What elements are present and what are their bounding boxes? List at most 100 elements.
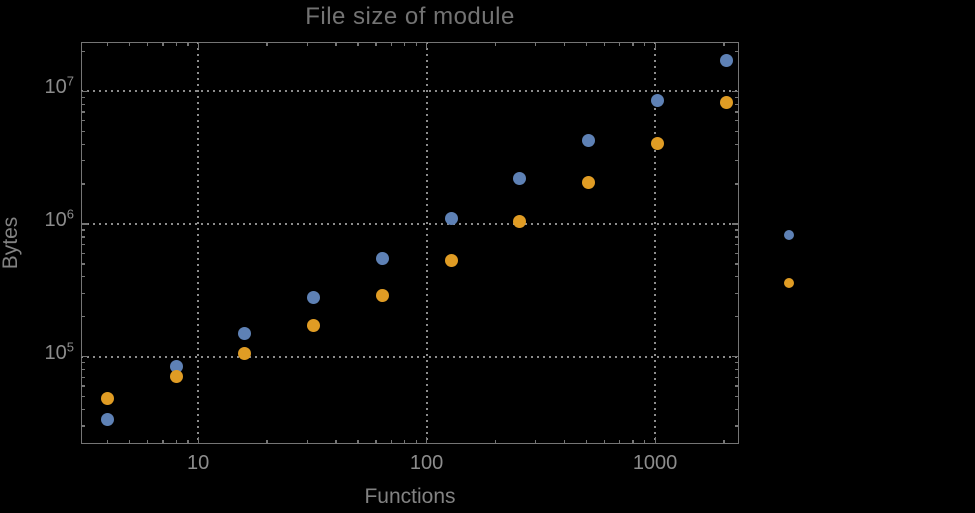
legend-marker-series-1 [784, 230, 794, 240]
tick-mark [426, 42, 428, 49]
tick-mark [735, 376, 739, 378]
tick-mark [187, 440, 189, 444]
tick-mark [375, 42, 377, 46]
tick-mark [603, 440, 606, 444]
tick-mark [735, 160, 739, 162]
tick-mark [735, 243, 739, 246]
legend-marker-series-2 [784, 278, 794, 288]
tick-mark [81, 160, 85, 162]
tick-mark [426, 437, 428, 444]
data-point-series-2 [307, 319, 321, 333]
tick-mark [146, 440, 149, 444]
tick-mark [735, 252, 739, 255]
x-tick-label: 1000 [632, 452, 678, 474]
tick-mark [81, 395, 85, 398]
tick-mark [654, 42, 656, 49]
tick-mark [735, 130, 739, 132]
tick-mark [585, 440, 588, 444]
tick-mark [494, 440, 497, 444]
tick-mark [735, 96, 739, 99]
tick-mark [266, 440, 268, 444]
data-point-series-2 [719, 96, 733, 110]
data-point-series-2 [100, 392, 114, 406]
tick-mark [632, 42, 634, 46]
tick-mark [81, 243, 85, 246]
tick-mark [585, 42, 588, 46]
data-point-series-2 [375, 289, 389, 303]
tick-mark [197, 437, 199, 444]
tick-mark [732, 90, 739, 93]
x-gridline [425, 42, 428, 444]
data-point-series-2 [238, 346, 252, 360]
data-point-series-1 [375, 252, 389, 266]
x-axis-label: Functions [364, 485, 456, 508]
tick-mark [563, 440, 565, 444]
y-tick-label: 107 [44, 73, 74, 99]
tick-mark [162, 440, 164, 444]
tick-mark [81, 103, 85, 105]
tick-mark [81, 316, 85, 318]
tick-mark [723, 42, 725, 46]
tick-mark [735, 183, 739, 185]
tick-mark [735, 120, 739, 122]
tick-mark [81, 143, 85, 145]
tick-mark [81, 236, 85, 238]
tick-mark [654, 437, 656, 444]
x-gridline [654, 42, 657, 444]
tick-mark [732, 223, 739, 225]
tick-mark [403, 42, 406, 46]
plot-frame [81, 42, 739, 444]
data-point-series-1 [238, 326, 252, 340]
tick-mark [128, 42, 131, 46]
data-point-series-2 [582, 176, 596, 190]
tick-mark [306, 440, 308, 444]
tick-mark [619, 440, 621, 444]
tick-mark [735, 111, 739, 113]
tick-mark [735, 50, 739, 53]
tick-mark [81, 111, 85, 113]
tick-mark [735, 316, 739, 318]
data-point-series-2 [169, 369, 183, 383]
tick-mark [563, 42, 565, 46]
data-point-series-1 [169, 359, 183, 373]
tick-mark [335, 42, 337, 46]
tick-mark [415, 440, 417, 444]
y-gridline [81, 90, 739, 93]
tick-mark [162, 42, 164, 46]
tick-mark [535, 440, 537, 444]
tick-mark [81, 263, 85, 265]
tick-mark [735, 395, 739, 398]
tick-mark [723, 440, 725, 444]
tick-mark [81, 90, 88, 93]
tick-mark [390, 440, 393, 444]
data-point-series-1 [650, 93, 664, 107]
y-gridline [81, 222, 739, 225]
tick-mark [535, 42, 537, 46]
tick-mark [735, 276, 739, 278]
tick-mark [81, 120, 85, 122]
tick-mark [357, 42, 359, 46]
tick-mark [81, 223, 88, 225]
data-point-series-1 [100, 412, 114, 426]
y-gridline [81, 355, 739, 358]
tick-mark [81, 362, 85, 364]
tick-mark [81, 276, 85, 278]
y-tick-label: 105 [44, 338, 74, 364]
tick-mark [81, 183, 85, 185]
tick-mark [81, 425, 85, 427]
tick-mark [375, 440, 377, 444]
tick-mark [106, 42, 109, 46]
tick-mark [128, 440, 131, 444]
tick-mark [335, 440, 337, 444]
data-point-series-2 [444, 253, 458, 267]
tick-mark [735, 425, 739, 427]
data-point-series-1 [513, 172, 527, 186]
tick-mark [81, 50, 85, 53]
tick-mark [735, 143, 739, 145]
tick-mark [81, 376, 85, 378]
tick-mark [81, 96, 85, 99]
x-tick-label: 100 [409, 452, 444, 474]
data-point-series-2 [650, 136, 664, 150]
data-point-series-1 [307, 290, 321, 304]
